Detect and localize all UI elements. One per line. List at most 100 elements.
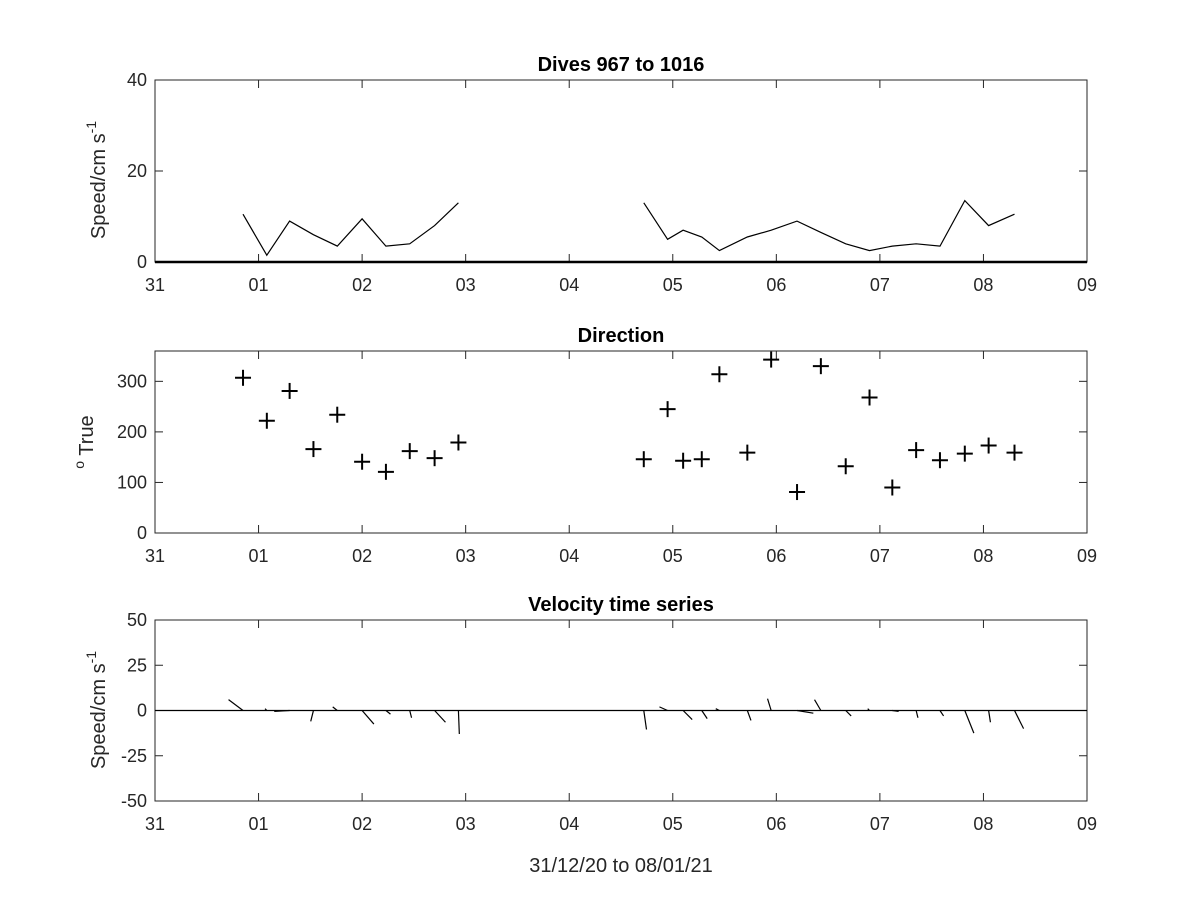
direction-marker (908, 442, 925, 459)
velocity-ytick-label: -25 (121, 746, 147, 766)
velocity-ytick-label: 50 (127, 610, 147, 630)
velocity-stick (766, 698, 772, 711)
direction-xtick-label: 06 (766, 546, 786, 566)
direction-marker (763, 351, 780, 368)
direction-ytick-label: 100 (117, 472, 147, 492)
direction-xtick-label: 02 (352, 546, 372, 566)
direction-xtick-label: 09 (1077, 546, 1097, 566)
direction-marker (305, 441, 322, 458)
direction-marker (450, 434, 467, 451)
velocity-panel-title: Velocity time series (528, 594, 714, 616)
speed-xtick-label: 05 (663, 275, 683, 295)
direction-marker (980, 437, 997, 454)
velocity-panel-ylabel: Speed/cm s-1 (83, 651, 110, 769)
velocity-stick (409, 710, 413, 718)
direction-marker (1006, 444, 1023, 461)
speed-panel-title: Dives 967 to 1016 (538, 54, 705, 76)
velocity-ytick-label: 0 (137, 701, 147, 721)
velocity-stick (385, 710, 391, 715)
direction-marker (329, 406, 346, 423)
direction-marker (354, 453, 371, 470)
velocity-stick (274, 709, 290, 713)
velocity-panel: Velocity time series Speed/cm s-1 31/12/… (83, 594, 1097, 877)
direction-ytick-label: 200 (117, 422, 147, 442)
speed-xtick-label: 01 (249, 275, 269, 295)
speed-xtick-label: 04 (559, 275, 579, 295)
direction-xtick-label: 03 (456, 546, 476, 566)
speed-ytick-label: 40 (127, 70, 147, 90)
direction-marker (377, 463, 394, 480)
direction-xtick-label: 05 (663, 546, 683, 566)
direction-marker (401, 443, 418, 460)
velocity-stick (643, 710, 648, 730)
velocity-stick (264, 708, 268, 711)
velocity-stick (1013, 710, 1025, 729)
direction-panel-ylabel-text: True (76, 415, 98, 461)
direction-ytick-label: 300 (117, 371, 147, 391)
direction-marker (861, 389, 878, 406)
speed-xtick-label: 06 (766, 275, 786, 295)
velocity-panel-xlabel: 31/12/20 to 08/01/21 (529, 855, 713, 877)
speed-panel-ylabel: Speed/cm s-1 (83, 121, 110, 239)
velocity-stick (228, 699, 244, 711)
velocity-xtick-label: 02 (352, 814, 372, 834)
speed-xtick-label: 02 (352, 275, 372, 295)
direction-axes-box (154, 350, 1088, 534)
velocity-ytick-label: 25 (127, 655, 147, 675)
velocity-xtick-label: 05 (663, 814, 683, 834)
speed-series-line-1 (242, 202, 459, 257)
direction-panel-title: Direction (578, 325, 665, 347)
direction-xtick-label: 04 (559, 546, 579, 566)
velocity-xtick-label: 07 (870, 814, 890, 834)
velocity-stick (796, 709, 814, 714)
velocity-stick (457, 710, 460, 735)
velocity-stick (845, 710, 852, 717)
velocity-stick (715, 708, 720, 712)
direction-xtick-label: 31 (145, 546, 165, 566)
velocity-stick (682, 710, 693, 720)
velocity-stick (964, 710, 975, 734)
velocity-panel-ylabel-superscript: -1 (83, 651, 99, 664)
speed-xtick-label: 03 (456, 275, 476, 295)
velocity-stick (701, 710, 708, 719)
velocity-stick (988, 710, 992, 723)
direction-marker (281, 382, 298, 399)
speed-panel: Dives 967 to 1016 Speed/cm s-1 31 01 02 03 0… (83, 54, 1097, 295)
velocity-xtick-label: 01 (249, 814, 269, 834)
velocity-stick (746, 710, 752, 721)
speed-axes-box (154, 79, 1088, 263)
speed-xtick-label: 07 (870, 275, 890, 295)
direction-marker (956, 445, 973, 462)
speed-panel-ylabel-text: Speed/cm s (88, 133, 110, 239)
velocity-ytick-label: -50 (121, 791, 147, 811)
speed-panel-ylabel-superscript: -1 (83, 121, 99, 134)
direction-marker (931, 452, 948, 469)
speed-ytick-label: 0 (137, 252, 147, 272)
direction-marker (739, 444, 756, 461)
velocity-xtick-label: 03 (456, 814, 476, 834)
velocity-stick (915, 710, 919, 718)
velocity-stick (332, 706, 338, 711)
direction-marker (426, 450, 443, 467)
velocity-stick (434, 710, 446, 723)
speed-xtick-label: 08 (973, 275, 993, 295)
velocity-stick (814, 699, 822, 711)
direction-marker (659, 401, 676, 418)
direction-marker (711, 366, 728, 383)
direction-marker (693, 451, 710, 468)
direction-panel-ylabel-superscript: o (71, 461, 87, 469)
speed-xtick-label: 31 (145, 275, 165, 295)
velocity-xtick-label: 31 (145, 814, 165, 834)
direction-marker (837, 458, 854, 475)
direction-xtick-label: 07 (870, 546, 890, 566)
speed-xtick-label: 09 (1077, 275, 1097, 295)
direction-xtick-label: 01 (249, 546, 269, 566)
velocity-stick (867, 708, 870, 711)
direction-panel-ylabel: o True (71, 415, 98, 468)
velocity-xtick-label: 04 (559, 814, 579, 834)
direction-xtick-label: 08 (973, 546, 993, 566)
velocity-stick (310, 710, 315, 722)
direction-marker (884, 479, 901, 496)
velocity-stick (659, 706, 668, 712)
